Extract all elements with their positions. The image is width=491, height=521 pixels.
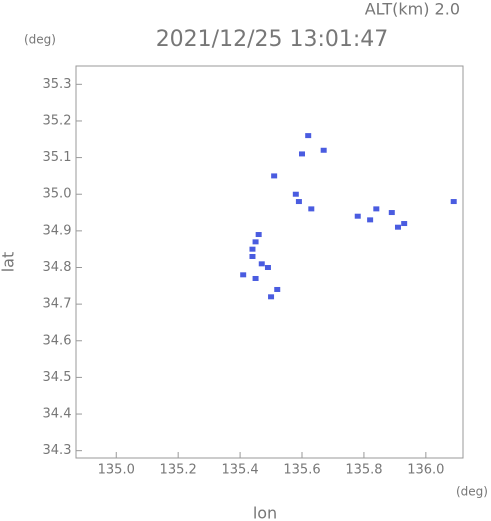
echo-point xyxy=(252,275,259,281)
y-tick-label: 35.2 xyxy=(43,113,72,128)
x-tick-label: 136.0 xyxy=(407,463,444,478)
x-tick-label: 135.0 xyxy=(98,463,135,478)
y-tick-label: 34.5 xyxy=(43,370,72,385)
echo-point xyxy=(388,210,395,216)
echo-point xyxy=(295,199,302,205)
y-tick-label: 35.1 xyxy=(43,150,72,165)
echo-point xyxy=(268,294,275,300)
y-tick-label: 34.9 xyxy=(43,223,72,238)
echo-point xyxy=(401,221,408,227)
echo-point xyxy=(305,133,312,139)
echo-point xyxy=(255,232,262,238)
x-tick-label: 135.6 xyxy=(283,463,320,478)
y-tick-label: 34.4 xyxy=(43,407,72,422)
echo-point xyxy=(308,206,315,212)
y-tick-label: 34.6 xyxy=(43,333,72,348)
chart-title: 2021/12/25 13:01:47 xyxy=(156,27,389,52)
y-tick-label: 34.8 xyxy=(43,260,72,275)
y-tick-label: 35.3 xyxy=(43,77,72,92)
plot-frame xyxy=(75,65,464,459)
x-tick-label: 135.8 xyxy=(345,463,382,478)
y-axis-label: lat xyxy=(0,252,18,273)
echo-point xyxy=(450,199,457,205)
y-tick-label: 34.7 xyxy=(43,297,72,312)
echo-point xyxy=(249,246,256,252)
echo-point xyxy=(373,206,380,212)
echo-point xyxy=(367,217,374,223)
echo-point xyxy=(258,261,265,267)
echo-point xyxy=(271,173,278,179)
x-tick-label: 135.4 xyxy=(221,463,258,478)
echo-point xyxy=(320,147,327,153)
echo-point xyxy=(252,239,259,245)
x-unit: (deg) xyxy=(456,485,488,499)
echo-point xyxy=(299,151,306,157)
echo-point xyxy=(264,264,271,270)
y-unit: (deg) xyxy=(24,33,56,47)
chart-subtitle: ALT(km) 2.0 xyxy=(365,0,460,19)
echo-point xyxy=(274,286,281,292)
y-tick-label: 34.3 xyxy=(43,443,72,458)
echo-point xyxy=(354,213,361,219)
echo-point xyxy=(240,272,247,278)
echo-point xyxy=(394,224,401,230)
x-axis-label: lon xyxy=(253,504,277,521)
y-tick-label: 35.0 xyxy=(43,187,72,202)
echo-point xyxy=(249,254,256,260)
x-tick-label: 135.2 xyxy=(160,463,197,478)
echo-point xyxy=(292,191,299,197)
